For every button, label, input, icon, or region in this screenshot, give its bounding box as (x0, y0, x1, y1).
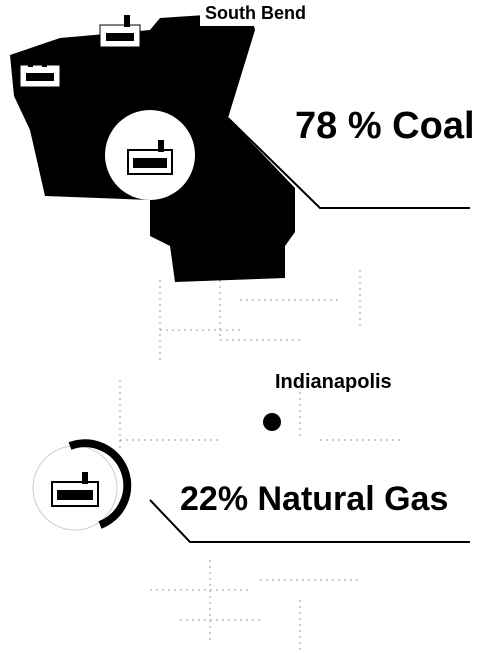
leader-line (149, 499, 470, 543)
label-bg (200, 0, 290, 26)
city-label: South Bend (205, 3, 306, 23)
coal-label: 78 % Coal (295, 105, 475, 147)
gas-icon (32, 439, 132, 531)
gas-label: 22% Natural Gas (180, 480, 448, 518)
leader-line (227, 117, 470, 209)
city-label: Indianapolis (275, 371, 392, 393)
county-lines (119, 270, 400, 650)
factory-icons (19, 15, 195, 200)
capital-dot (263, 413, 281, 431)
